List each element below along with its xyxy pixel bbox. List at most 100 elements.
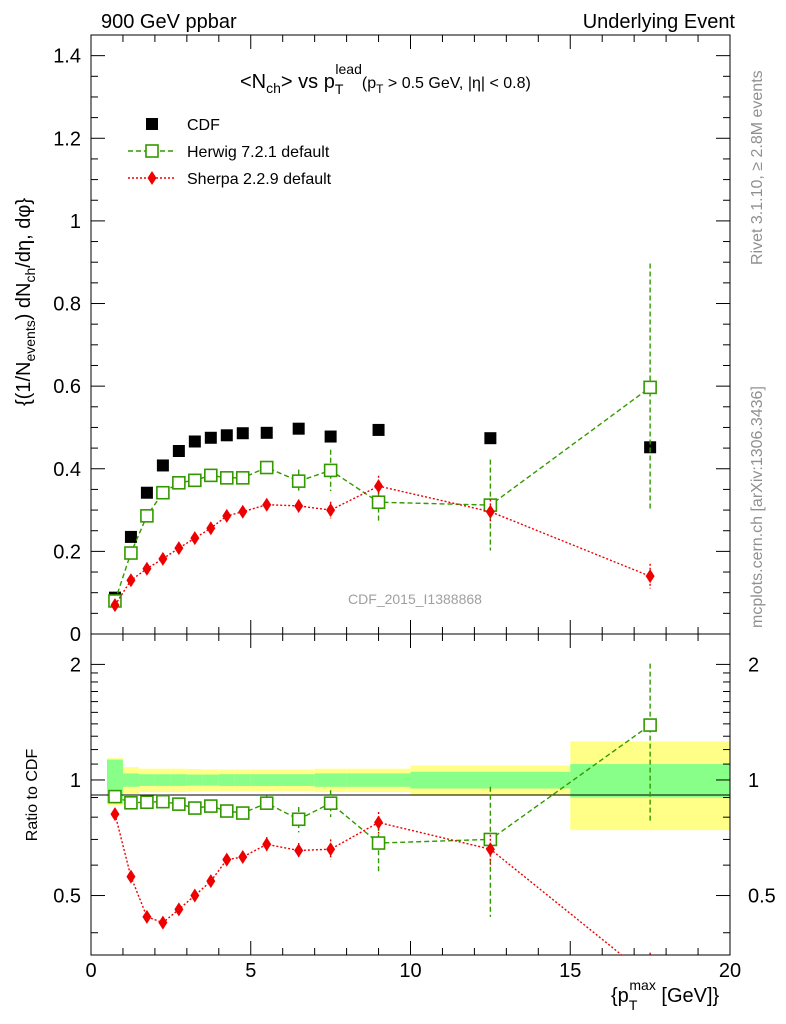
mcplots-label: mcplots.cern.ch [arXiv:1306.3436] bbox=[749, 386, 766, 628]
legend-marker bbox=[146, 118, 158, 130]
ratio-data-point bbox=[291, 812, 306, 827]
main-data-point bbox=[644, 441, 657, 454]
ratio-y-axis-label: Ratio to CDF bbox=[24, 749, 41, 842]
main-data-point bbox=[371, 495, 386, 510]
main-data-point bbox=[140, 509, 154, 523]
ratio-data-point bbox=[126, 869, 136, 884]
main-data-point bbox=[222, 508, 232, 523]
main-data-point bbox=[140, 486, 153, 499]
green-band bbox=[250, 774, 315, 786]
ratio-data-point bbox=[158, 915, 168, 930]
main-data-point bbox=[174, 541, 184, 556]
main-data-point bbox=[206, 521, 216, 536]
ratio-data-point bbox=[124, 796, 138, 810]
ratio-data-point bbox=[371, 836, 386, 850]
ratio-data-point bbox=[222, 852, 232, 867]
legend-label: Sherpa 2.2.9 default bbox=[187, 171, 332, 188]
main-data-point bbox=[220, 429, 233, 442]
ratio-series-line bbox=[114, 813, 623, 955]
ratio-y-tick-label: 2 bbox=[70, 654, 81, 676]
ratio-data-point bbox=[190, 888, 200, 903]
x-tick-label: 0 bbox=[85, 960, 96, 982]
main-data-point bbox=[158, 551, 168, 566]
y-tick-label: 0.6 bbox=[53, 376, 81, 398]
main-data-point bbox=[190, 531, 200, 546]
main-data-point bbox=[324, 430, 337, 443]
green-band bbox=[170, 774, 187, 786]
x-tick-label: 10 bbox=[399, 960, 421, 982]
ratio-data-point bbox=[238, 849, 248, 864]
x-tick-label: 15 bbox=[559, 960, 581, 982]
ratio-data-point bbox=[485, 842, 495, 857]
legend: CDF Herwig 7.2.1 default Sherpa 2.2.9 defa… bbox=[128, 117, 332, 188]
y-tick-label: 1.2 bbox=[53, 128, 81, 150]
main-data-point bbox=[259, 460, 274, 475]
ratio-data-point bbox=[206, 874, 216, 889]
main-title: <Nch> vs pTlead(pT > 0.5 GeV, |η| < 0.8) bbox=[240, 61, 531, 97]
legend-label: Herwig 7.2.1 default bbox=[187, 144, 330, 161]
ratio-data-point bbox=[110, 807, 120, 822]
main-series-line bbox=[114, 386, 651, 602]
ratio-data-point bbox=[108, 789, 122, 804]
main-data-point bbox=[219, 471, 234, 485]
main-data-point bbox=[292, 422, 305, 435]
main-data-point bbox=[643, 380, 657, 395]
main-data-point bbox=[236, 427, 249, 440]
main-data-point bbox=[188, 435, 201, 448]
y-tick-label: 0.4 bbox=[53, 459, 81, 481]
ratio-data-point bbox=[235, 806, 250, 820]
main-data-point bbox=[260, 426, 273, 439]
svg-text:<Nch> vs pTlead(pT > 0.5 GeV,: <Nch> vs pTlead(pT > 0.5 GeV, |η| < 0.8) bbox=[240, 61, 531, 97]
y-tick-label: 0 bbox=[70, 624, 81, 646]
header-left: 900 GeV ppbar bbox=[101, 11, 237, 33]
main-data-point bbox=[172, 476, 186, 490]
ratio-data-point bbox=[219, 804, 234, 818]
main-data-point bbox=[110, 598, 120, 613]
main-data-point bbox=[262, 497, 272, 512]
main-data-point bbox=[485, 504, 495, 519]
main-data-point bbox=[238, 504, 248, 519]
x-axis-label: {pTmax [GeV]} bbox=[611, 977, 720, 1013]
svg-text:{(1/Nevents) dNch/dη, dφ}: {(1/Nevents) dNch/dη, dφ} bbox=[13, 198, 38, 406]
main-data-point bbox=[142, 561, 152, 576]
ratio-data-point bbox=[204, 799, 218, 813]
main-data-point bbox=[124, 530, 137, 543]
ratio-data-point bbox=[374, 815, 384, 830]
header-right: Underlying Event bbox=[583, 11, 736, 33]
green-band bbox=[154, 774, 171, 786]
main-data-point bbox=[124, 546, 138, 560]
rivet-version-label: Rivet 3.1.10, ≥ 2.8M events bbox=[749, 70, 766, 265]
main-y-axis-label: {(1/Nevents) dNch/dη, dφ} bbox=[13, 198, 38, 406]
ratio-data-point bbox=[156, 794, 170, 809]
green-band bbox=[186, 774, 203, 786]
y-tick-label: 1.4 bbox=[53, 46, 81, 68]
ratio-data-point bbox=[326, 842, 336, 857]
ratio-data-point bbox=[174, 902, 184, 917]
green-band bbox=[234, 774, 251, 786]
main-data-point bbox=[204, 431, 217, 444]
main-data-point bbox=[374, 479, 384, 494]
ratio-data-point bbox=[140, 795, 154, 810]
ratio-y-tick-label: 1 bbox=[70, 770, 81, 792]
green-band bbox=[138, 774, 155, 786]
main-data-point bbox=[323, 463, 338, 478]
ratio-y-tick-label: 0.5 bbox=[53, 886, 81, 908]
green-band bbox=[410, 771, 571, 789]
green-band bbox=[346, 773, 411, 787]
ratio-data-point bbox=[259, 796, 274, 810]
ratio-data-point bbox=[142, 909, 152, 924]
ratio-data-point bbox=[262, 837, 272, 852]
green-band bbox=[314, 773, 347, 787]
green-band bbox=[122, 773, 139, 787]
main-data-point bbox=[126, 573, 136, 588]
legend-label: CDF bbox=[187, 117, 220, 134]
ratio-uncertainty-bands bbox=[106, 741, 730, 831]
main-data-point bbox=[172, 444, 185, 457]
main-data-point bbox=[372, 423, 385, 436]
main-data-point bbox=[326, 503, 336, 518]
legend-marker bbox=[145, 144, 159, 158]
main-data-point bbox=[291, 474, 306, 488]
main-data-point bbox=[294, 498, 304, 513]
svg-text:{pTmax [GeV]}: {pTmax [GeV]} bbox=[611, 977, 720, 1013]
